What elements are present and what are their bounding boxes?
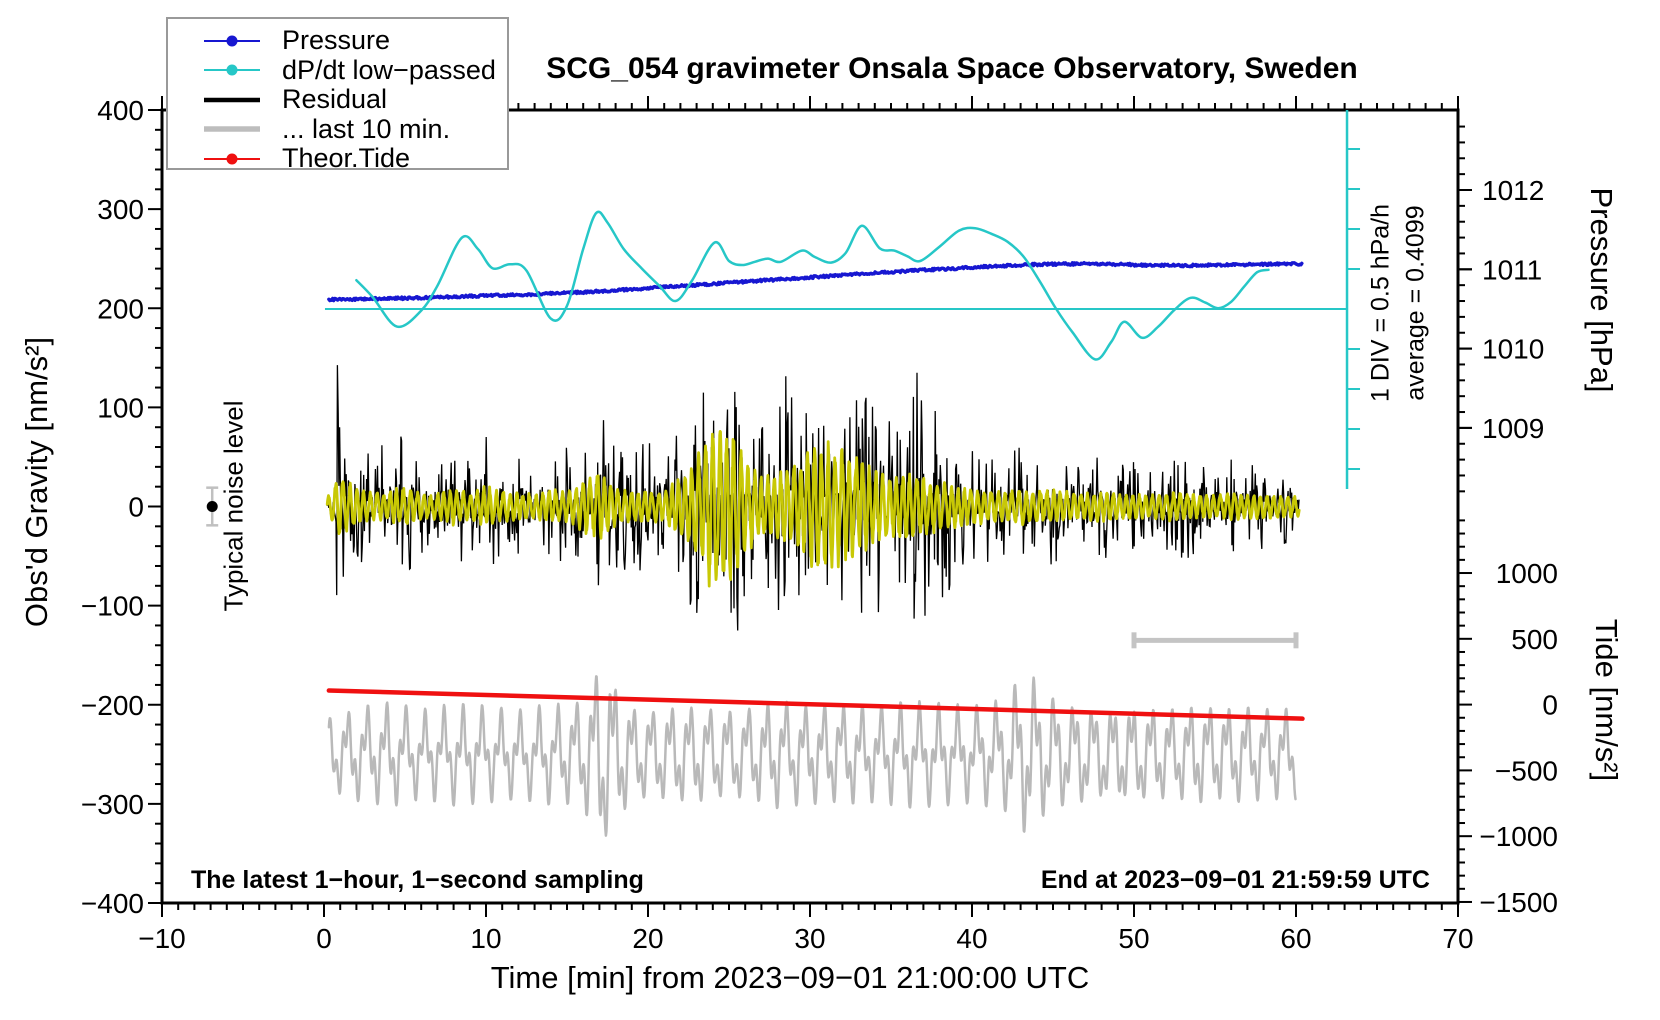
time-axis-title: Time [min] from 2023−09−01 21:00:00 UTC <box>490 960 1090 995</box>
noise-level-marker <box>206 486 219 527</box>
tide-tick-label: −1000 <box>1479 821 1558 852</box>
time-tick-label: 10 <box>470 923 501 954</box>
chart-title: SCG_054 gravimeter Onsala Space Observat… <box>546 52 1358 85</box>
time-tick-label: 40 <box>956 923 987 954</box>
pressure-series <box>327 260 1304 303</box>
tide-tick-label: −1500 <box>1479 887 1558 918</box>
gravity-tick-label: −400 <box>81 888 144 919</box>
legend-item-label: Theor.Tide <box>282 143 411 174</box>
pressure-tick-label: 1010 <box>1482 334 1544 365</box>
sampling-info-label: The latest 1−hour, 1−second sampling <box>191 866 644 894</box>
legend-item-3: ... last 10 min. <box>168 113 507 145</box>
theor-tide-series <box>326 688 1305 721</box>
legend-item-label: Residual <box>282 84 388 115</box>
gravity-tick-label: 200 <box>97 293 144 324</box>
legend-sample-icon <box>204 126 260 132</box>
gravity-tick-label: 0 <box>128 492 144 523</box>
axis-ticks <box>148 96 1472 917</box>
tide-tick-label: −500 <box>1495 755 1558 786</box>
gravity-tick-label: 100 <box>97 392 144 423</box>
dpdt-series <box>355 210 1270 361</box>
time-tick-label: 50 <box>1118 923 1149 954</box>
tide-tick-label: 1000 <box>1496 558 1558 589</box>
end-time-label: End at 2023−09−01 21:59:59 UTC <box>1040 866 1430 894</box>
time-tick-label: 70 <box>1442 923 1473 954</box>
dpdt-div-scale-label: 1 DIV = 0.5 hPa/h <box>1366 203 1395 403</box>
legend-sample-icon <box>204 97 260 102</box>
gravity-tick-label: −100 <box>81 591 144 622</box>
residual-lowpass-series <box>325 429 1301 588</box>
legend-item-1: dP/dt low−passed <box>168 54 507 86</box>
time-tick-label: 30 <box>794 923 825 954</box>
legend-item-label: dP/dt low−passed <box>282 54 496 85</box>
pressure-axis-title: Pressure [hPa] <box>1584 187 1619 393</box>
tide-tick-label: 500 <box>1511 624 1558 655</box>
legend-item-4: Theor.Tide <box>168 143 507 174</box>
legend-item-label: ... last 10 min. <box>282 113 451 144</box>
gravity-tick-label: 400 <box>97 95 144 126</box>
pressure-tick-label: 1011 <box>1482 254 1542 285</box>
last10-series <box>327 675 1297 837</box>
gravity-tick-label: −200 <box>81 690 144 721</box>
legend-item-2: Residual <box>168 84 507 115</box>
pressure-tick-label: 1009 <box>1482 413 1544 444</box>
time-tick-label: 60 <box>1280 923 1311 954</box>
last10-scale-bar <box>1131 632 1299 649</box>
time-tick-label: −10 <box>138 923 186 954</box>
legend-item-label: Pressure <box>282 25 391 56</box>
gravity-axis-title: Obs'd Gravity [nm/s²] <box>19 336 54 628</box>
tide-axis-title: Tide [nm/s²] <box>1589 618 1624 782</box>
legend-box: Pressure dP/dt low−passed Residual... last… <box>166 17 509 173</box>
legend-item-0: Pressure <box>168 25 507 56</box>
legend-sample-icon <box>204 64 260 76</box>
time-tick-label: 20 <box>632 923 663 954</box>
legend-sample-icon <box>204 35 260 47</box>
gravity-tick-label: −300 <box>81 789 144 820</box>
typical-noise-level-label: Typical noise level <box>218 400 249 612</box>
time-tick-label: 0 <box>316 923 332 954</box>
pressure-tick-label: 1012 <box>1482 175 1544 206</box>
legend-sample-icon <box>204 153 260 165</box>
dpdt-average-label: average = 0.4099 <box>1401 205 1430 401</box>
gravity-tick-label: 300 <box>97 194 144 225</box>
tide-tick-label: 0 <box>1542 690 1558 721</box>
